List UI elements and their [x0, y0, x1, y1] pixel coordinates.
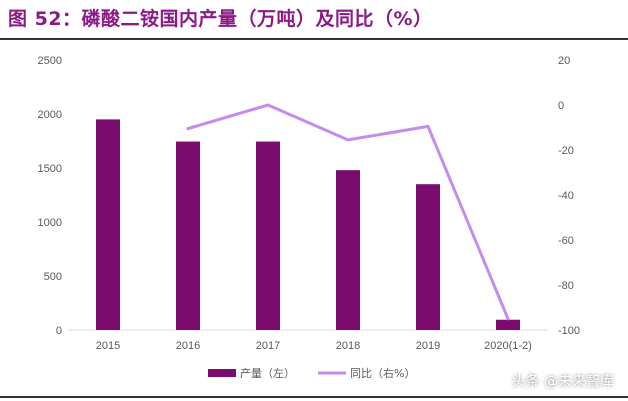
- x-axis-tick: 2016: [176, 340, 200, 352]
- left-axis-tick: 1500: [38, 163, 62, 175]
- x-axis-tick: 2015: [96, 340, 120, 352]
- yoy-point-2019: [426, 124, 430, 128]
- right-axis-tick: -100: [558, 325, 580, 337]
- yoy-point-2018: [346, 138, 350, 142]
- yoy-point-2017: [266, 103, 270, 107]
- x-axis-tick: 2019: [416, 340, 440, 352]
- bar-2018: [336, 170, 360, 330]
- bar-2019: [416, 184, 440, 330]
- bottom-divider: [0, 396, 628, 398]
- yoy-point-2020(1-2): [506, 317, 510, 321]
- left-axis-tick: 2000: [38, 109, 62, 121]
- title-divider: [0, 38, 628, 40]
- left-axis-tick: 0: [56, 325, 62, 337]
- right-axis-tick: -60: [558, 235, 574, 247]
- watermark: 头条 @未来智库: [511, 374, 614, 390]
- right-axis-tick: -40: [558, 190, 574, 202]
- bar-2020(1-2): [496, 319, 520, 330]
- legend-bar-label: 产量（左）: [240, 366, 295, 380]
- chart-title: 图 52：磷酸二铵国内产量（万吨）及同比（%）: [8, 8, 433, 30]
- left-axis-tick: 500: [44, 271, 62, 283]
- bar-2015: [96, 119, 120, 331]
- legend-line-label: 同比（右%）: [350, 366, 415, 380]
- left-axis-tick: 2500: [38, 55, 62, 67]
- legend-bar-swatch: [208, 369, 236, 377]
- right-axis-tick: -20: [558, 145, 574, 157]
- yoy-point-2016: [186, 127, 190, 131]
- bar-2016: [176, 141, 200, 330]
- bar-2017: [256, 141, 280, 330]
- left-axis-tick: 1000: [38, 217, 62, 229]
- right-axis-tick: 20: [558, 55, 570, 67]
- right-axis-tick: 0: [558, 100, 564, 112]
- x-axis-tick: 2020(1-2): [484, 340, 532, 352]
- x-axis-tick: 2017: [256, 340, 280, 352]
- right-axis-tick: -80: [558, 280, 574, 292]
- x-axis-tick: 2018: [336, 340, 360, 352]
